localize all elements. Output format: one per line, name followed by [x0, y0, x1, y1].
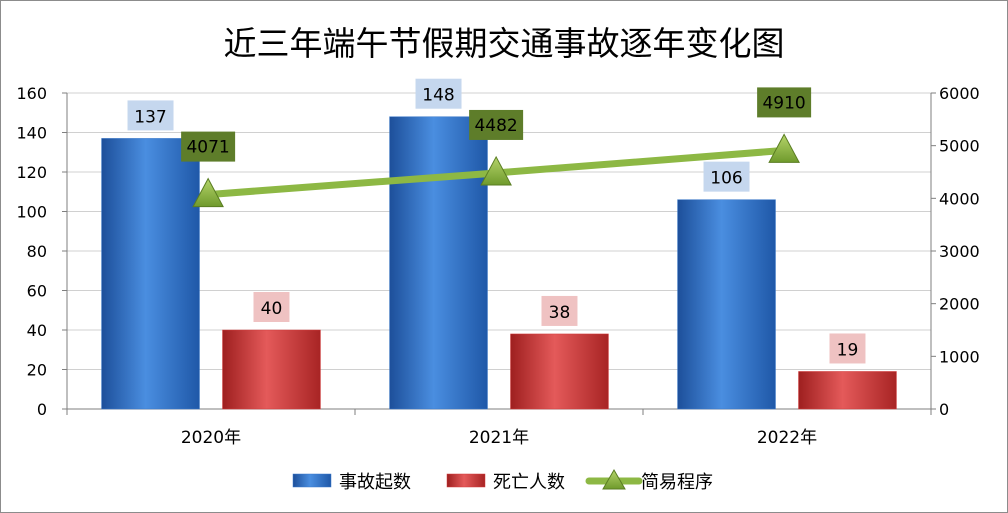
data-label-bg: [127, 100, 174, 131]
bar: [101, 138, 200, 410]
data-label: 4910: [762, 93, 805, 113]
data-label: 4482: [474, 116, 517, 136]
data-label: 19: [837, 340, 859, 360]
data-label: 40: [261, 299, 283, 319]
legend-swatch: [292, 473, 332, 488]
left-tick-label: 100: [16, 203, 47, 222]
series-point: [480, 155, 512, 186]
x-axis: 2020年 2021年 2022年: [66, 408, 932, 448]
bars: [101, 116, 897, 410]
left-tick-label: 120: [16, 163, 47, 182]
line-series: [192, 133, 800, 208]
right-tick-label: 0: [939, 400, 949, 419]
legend-label: 事故起数: [339, 472, 411, 493]
data-label-bg: [829, 333, 866, 364]
right-axis: 0 1000 2000 3000 4000 5000 6000: [930, 84, 980, 419]
data-label: 106: [710, 169, 742, 189]
data-label: 137: [134, 107, 166, 127]
data-label-bg: [703, 161, 750, 192]
right-tick-label: 3000: [939, 242, 980, 261]
series-point: [768, 133, 800, 163]
grid: [67, 92, 931, 410]
left-tick-label: 60: [27, 282, 47, 301]
left-axis: 0 20 40 60 80 100 120 140 160: [16, 84, 68, 419]
data-label: 38: [549, 303, 571, 323]
bar: [510, 333, 609, 410]
data-label-bg: [181, 131, 236, 162]
data-label-bg: [469, 109, 524, 140]
legend-label: 简易程序: [641, 472, 713, 493]
legend-swatch: [446, 473, 486, 488]
right-tick-label: 6000: [939, 84, 980, 103]
data-label-bg: [757, 87, 812, 118]
bar: [798, 371, 897, 410]
x-tick-label: 2022年: [757, 428, 817, 448]
legend: 事故起数 死亡人数 简易程序: [292, 469, 713, 493]
x-tick-label: 2020年: [181, 428, 241, 448]
left-tick-label: 20: [27, 361, 47, 380]
left-tick-label: 140: [16, 124, 47, 143]
legend-label: 死亡人数: [493, 472, 565, 493]
right-tick-label: 1000: [939, 347, 980, 366]
left-tick-label: 80: [27, 242, 47, 261]
data-labels: 137 148 106 40 38 19 4071 4482 4910: [127, 78, 866, 364]
bar: [389, 116, 488, 410]
left-tick-label: 0: [37, 400, 47, 419]
data-label-bg: [541, 295, 578, 326]
legend-swatch-marker: [602, 469, 626, 490]
right-tick-label: 4000: [939, 189, 980, 208]
left-tick-label: 160: [16, 84, 47, 103]
chart-title: 近三年端午节假期交通事故逐年变化图: [224, 24, 785, 63]
data-label-bg: [415, 78, 462, 109]
data-label-bg: [253, 292, 290, 322]
bar: [677, 199, 776, 410]
bar: [222, 329, 321, 410]
left-tick-label: 40: [27, 321, 47, 340]
data-label: 148: [422, 86, 454, 106]
right-tick-label: 5000: [939, 137, 980, 156]
x-tick-label: 2021年: [469, 428, 529, 448]
right-tick-label: 2000: [939, 295, 980, 314]
series-point: [192, 177, 224, 208]
data-label: 4071: [186, 138, 229, 158]
